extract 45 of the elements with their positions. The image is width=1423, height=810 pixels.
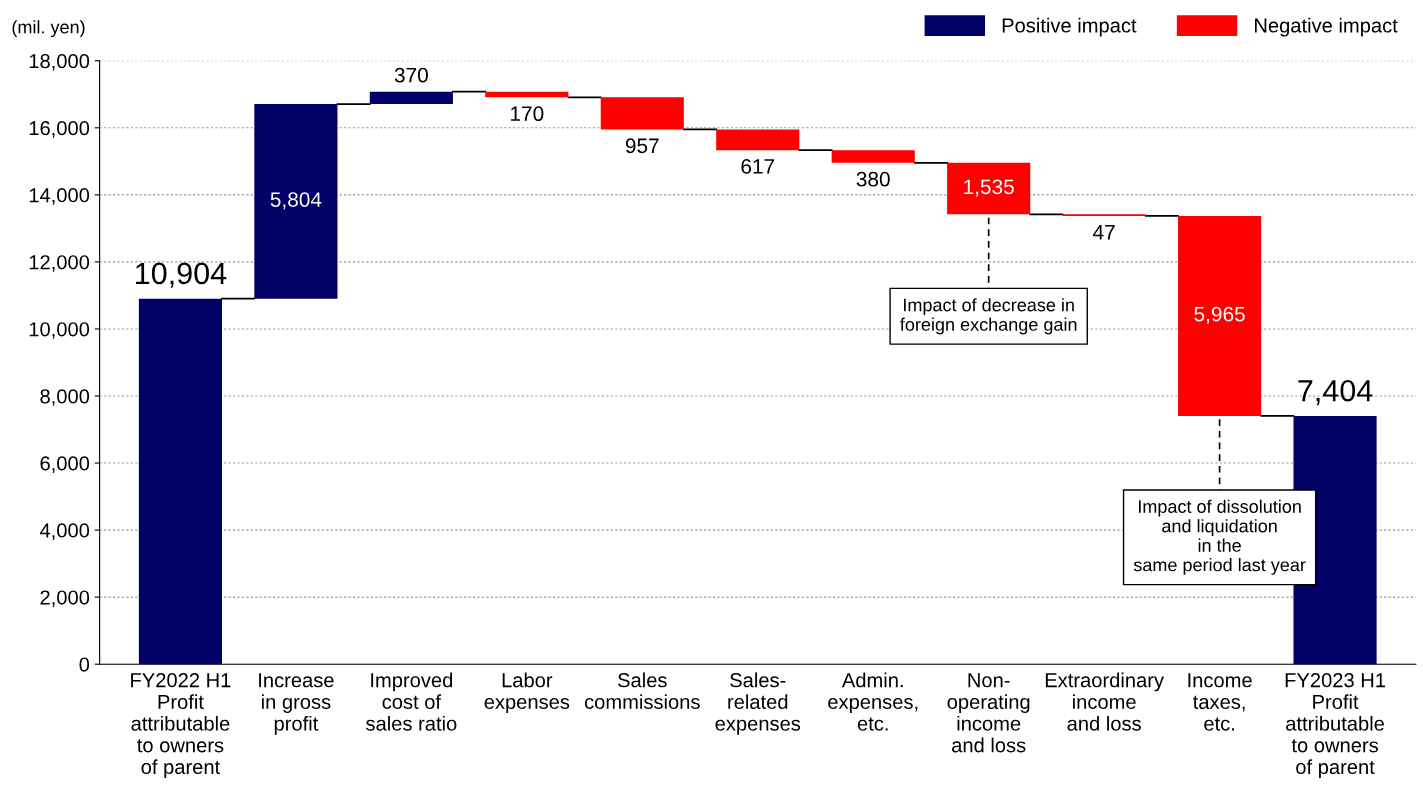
y-tick-label: 12,000: [29, 255, 90, 272]
x-tick-label: FY2023 H1 Profit attributable to owners of parent: [1285, 673, 1386, 779]
text: 1,535: [964, 179, 1014, 197]
text: 617: [741, 159, 775, 174]
text: 5,804: [270, 192, 322, 210]
x-tick-label: Sales- related expenses: [715, 672, 801, 735]
y-tick-label: 10,000: [29, 322, 90, 339]
annotation: Impact of decrease in foreign exchange gain: [900, 298, 1077, 335]
x-tick-label: Non- operating income and loss: [947, 673, 1030, 753]
x-tick-label: Income taxes, etc.: [1188, 673, 1252, 731]
annotation: Impact of dissolution and liquidation in the same period last year: [1133, 499, 1306, 575]
y-axis-title: (mil. yen): [12, 20, 85, 38]
x-tick-label: FY2022 H1 Profit attributable to owners of parent: [131, 673, 231, 779]
text: 957: [625, 138, 659, 154]
bar: [369, 91, 453, 105]
y-tick-label: 14,000: [29, 188, 90, 205]
y-tick-label: 18,000: [29, 53, 90, 71]
text: 7,404: [1298, 379, 1373, 406]
x-tick-label: Sales commissions: [584, 672, 700, 710]
x-tick-label: Admin. expenses, etc.: [828, 672, 918, 731]
x-tick-label: Improved cost of sales ratio: [366, 672, 457, 731]
text: 5,965: [1194, 306, 1245, 324]
bar: [600, 97, 684, 130]
bar: [947, 162, 1031, 215]
y-tick-label: 6,000: [40, 456, 90, 473]
bar: [254, 104, 338, 299]
text: 47: [1093, 225, 1115, 240]
text: 10,904: [136, 262, 227, 288]
x-tick-label: Extraordinary income and loss: [1045, 672, 1164, 731]
bar: [1178, 215, 1262, 416]
legend-label: Positive impact: [1002, 17, 1137, 37]
y-tick-label: 2,000: [40, 590, 90, 608]
y-tick-label: 4,000: [39, 523, 90, 540]
y-tick-label: 8,000: [40, 389, 90, 406]
text: 370: [394, 67, 428, 83]
text: 380: [856, 171, 890, 187]
y-tick-label: 0: [79, 657, 90, 672]
bar: [138, 298, 222, 665]
bar: [716, 129, 800, 151]
y-tick-label: 16,000: [29, 121, 90, 138]
legend-label: Negative impact: [1255, 17, 1398, 37]
x-tick-label: Increase in gross profit: [259, 673, 334, 735]
text: 170: [511, 106, 544, 122]
x-tick-label: Labor expenses: [484, 672, 570, 713]
bar: [831, 150, 915, 163]
